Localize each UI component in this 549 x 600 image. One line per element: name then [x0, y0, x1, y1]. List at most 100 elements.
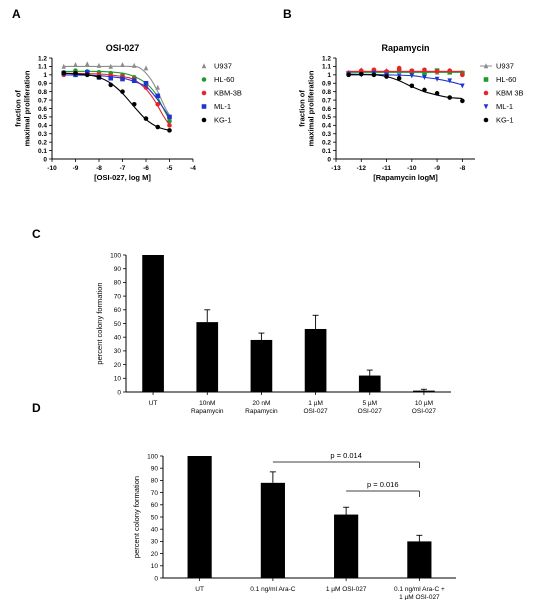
y-tick-label: 1: [43, 72, 47, 79]
data-point: [396, 68, 402, 73]
p-value-bracket: p = 0.016: [346, 480, 420, 497]
x-category-label: 0.1 ng/ml Ara-C: [250, 586, 295, 593]
bar: [334, 514, 359, 578]
y-tick-label: 40: [151, 527, 159, 534]
panel-letter-c: C: [32, 227, 41, 241]
data-point: [422, 67, 427, 73]
data-point: [108, 75, 114, 81]
y-tick-label: 70: [114, 293, 122, 300]
y-tick-label: 1.2: [322, 55, 331, 62]
legend-marker: [483, 117, 489, 123]
data-point: [61, 63, 67, 69]
legend-marker: [483, 63, 489, 69]
legend-item: U937: [201, 62, 232, 71]
y-tick-label: 1.2: [38, 55, 47, 62]
x-category-label: 5 µM OSI-027: [358, 400, 383, 415]
data-point: [155, 93, 161, 99]
y-tick-label: 1: [327, 72, 331, 79]
y-tick-label: 0: [154, 575, 158, 582]
legend-label: HL-60: [214, 75, 234, 84]
legend-marker: [201, 90, 207, 96]
x-category-label: 20 nM Rapamycin: [245, 400, 278, 415]
y-tick-label: 50: [114, 321, 122, 328]
data-point: [167, 118, 172, 124]
data-point: [167, 114, 172, 120]
bar: [250, 339, 273, 392]
y-axis-label: fraction ofmaximal proliferation: [298, 70, 316, 146]
bar: [304, 328, 327, 392]
legend-label: KG-1: [214, 116, 232, 125]
legend-item: ML-1: [201, 102, 231, 111]
fit-curve: [348, 74, 463, 99]
panel-letter-a: A: [12, 7, 21, 21]
legend-item: U937: [480, 62, 514, 71]
y-tick-label: 80: [114, 280, 122, 287]
legend-marker: [483, 104, 489, 110]
y-tick-label: 0.2: [322, 139, 331, 146]
x-tick-label: -4: [190, 165, 196, 172]
y-tick-label: 0.7: [38, 97, 47, 104]
y-tick-label: 0: [117, 389, 121, 396]
x-category-label: UT: [149, 400, 158, 407]
legend-label: U937: [496, 62, 514, 71]
y-tick-label: 10: [114, 376, 122, 383]
y-tick-label: 0.7: [322, 97, 331, 104]
legend-marker: [483, 77, 489, 82]
data-point: [155, 124, 161, 130]
data-point: [73, 70, 78, 76]
data-point: [167, 128, 172, 133]
bar: [142, 255, 164, 392]
bar: [358, 375, 381, 392]
y-tick-label: 0.8: [322, 89, 331, 96]
y-tick-label: 0.5: [322, 114, 331, 121]
y-tick-label: 90: [151, 466, 159, 473]
data-point: [120, 76, 125, 82]
data-point: [447, 78, 453, 84]
data-point: [96, 75, 102, 80]
series-ml-1: [346, 70, 465, 89]
legend-item: KG-1: [483, 116, 514, 125]
y-tick-label: 0.2: [38, 139, 47, 146]
y-tick-label: 80: [151, 478, 159, 485]
bar: [413, 390, 435, 392]
legend-item: KBM-3B: [201, 89, 242, 98]
series-kg-1: [61, 70, 172, 133]
legend-label: HL-60: [496, 75, 516, 84]
data-point: [371, 72, 377, 78]
y-tick-label: 70: [151, 490, 159, 497]
y-tick-label: 0: [43, 156, 47, 163]
data-point: [84, 72, 90, 78]
panel-letter-b: B: [283, 7, 292, 21]
legend-item: KBM 3B: [483, 89, 524, 98]
bar: [196, 322, 219, 392]
data-point: [358, 68, 364, 73]
y-tick-label: 60: [151, 502, 159, 509]
data-point: [143, 65, 149, 71]
data-point: [409, 68, 415, 73]
x-axis-label: [OSI-027, log M]: [94, 173, 151, 182]
fit-curve: [63, 74, 170, 118]
data-point: [447, 95, 453, 100]
y-tick-label: 0: [327, 156, 331, 163]
data-point: [434, 76, 440, 82]
y-tick-label: 60: [114, 307, 122, 314]
chart-title: OSI-027: [106, 43, 140, 53]
data-point: [409, 83, 415, 89]
y-axis-label: fraction ofmaximal proliferation: [14, 70, 32, 146]
data-point: [447, 68, 453, 73]
series-u937: [61, 61, 172, 120]
data-point: [167, 123, 172, 128]
data-point: [131, 62, 137, 68]
y-tick-label: 100: [110, 252, 121, 259]
y-axis-label: percent colony formation: [132, 476, 141, 558]
data-point: [384, 74, 389, 79]
data-point: [155, 101, 161, 107]
data-point: [120, 62, 125, 68]
chart-colony-formation-c: 0 10 20 30 40 50 60 70 80 90 100 percent colony for…: [95, 252, 451, 415]
x-category-label: 10 µM OSI-027: [412, 400, 437, 415]
legend-label: U937: [214, 62, 232, 71]
y-tick-label: 0.8: [38, 89, 47, 96]
data-point: [434, 91, 440, 96]
data-point: [434, 69, 440, 74]
